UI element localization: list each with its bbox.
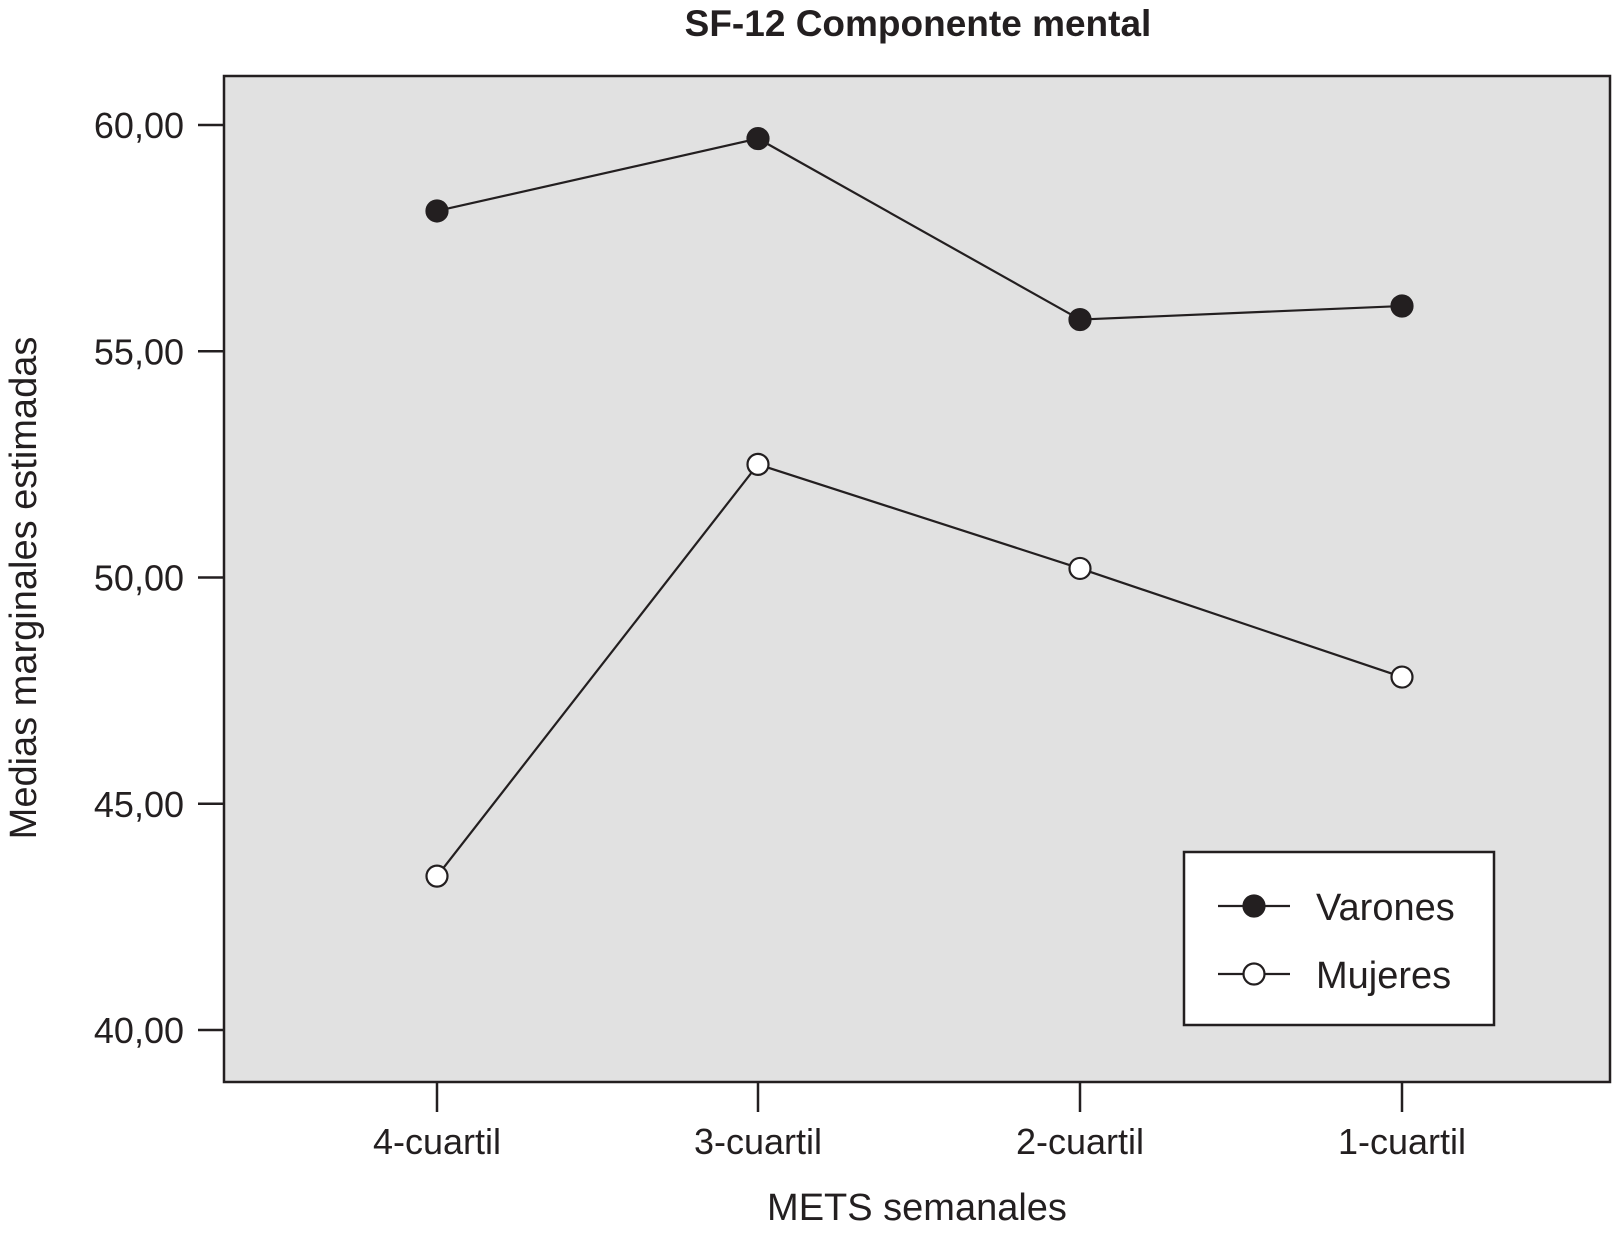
legend-marker-mujeres (1242, 962, 1266, 986)
point-mujeres-0 (425, 864, 449, 888)
x-tick-label-3: 1-cuartil (1338, 1121, 1466, 1162)
series-layer (425, 126, 1414, 888)
x-axis: 4-cuartil 3-cuartil 2-cuartil 1-cuartil (373, 1082, 1466, 1162)
point-varones-1 (746, 126, 770, 151)
series-line-mujeres (436, 463, 1403, 877)
legend-box (1182, 850, 1496, 1027)
y-tick-label-0: 40,00 (94, 1010, 184, 1051)
legend-marker-varones (1242, 894, 1266, 918)
legend: Varones Mujeres (1182, 850, 1496, 1027)
point-varones-0 (425, 199, 449, 223)
y-axis-label: Medias marginales estimadas (3, 337, 45, 840)
y-axis: 40,00 45,00 50,00 55,00 60,00 (94, 105, 224, 1051)
x-tick-label-0: 4-cuartil (373, 1121, 501, 1162)
point-mujeres-2 (1068, 556, 1092, 581)
legend-label-varones: Varones (1316, 887, 1455, 929)
x-axis-label: METS semanales (767, 1187, 1067, 1229)
legend-label-mujeres: Mujeres (1316, 955, 1451, 997)
point-varones-2 (1068, 307, 1092, 332)
point-varones-3 (1390, 294, 1414, 318)
point-mujeres-1 (746, 452, 770, 476)
x-tick-label-2: 2-cuartil (1016, 1121, 1144, 1162)
y-tick-label-2: 50,00 (94, 558, 184, 599)
x-tick-label-1: 3-cuartil (694, 1121, 822, 1162)
chart-title: SF-12 Componente mental (685, 3, 1152, 44)
y-tick-label-3: 55,00 (94, 331, 184, 372)
y-tick-label-1: 45,00 (94, 784, 184, 825)
series-line-varones (436, 137, 1403, 321)
point-mujeres-3 (1390, 665, 1414, 689)
y-tick-label-4: 60,00 (94, 105, 184, 146)
